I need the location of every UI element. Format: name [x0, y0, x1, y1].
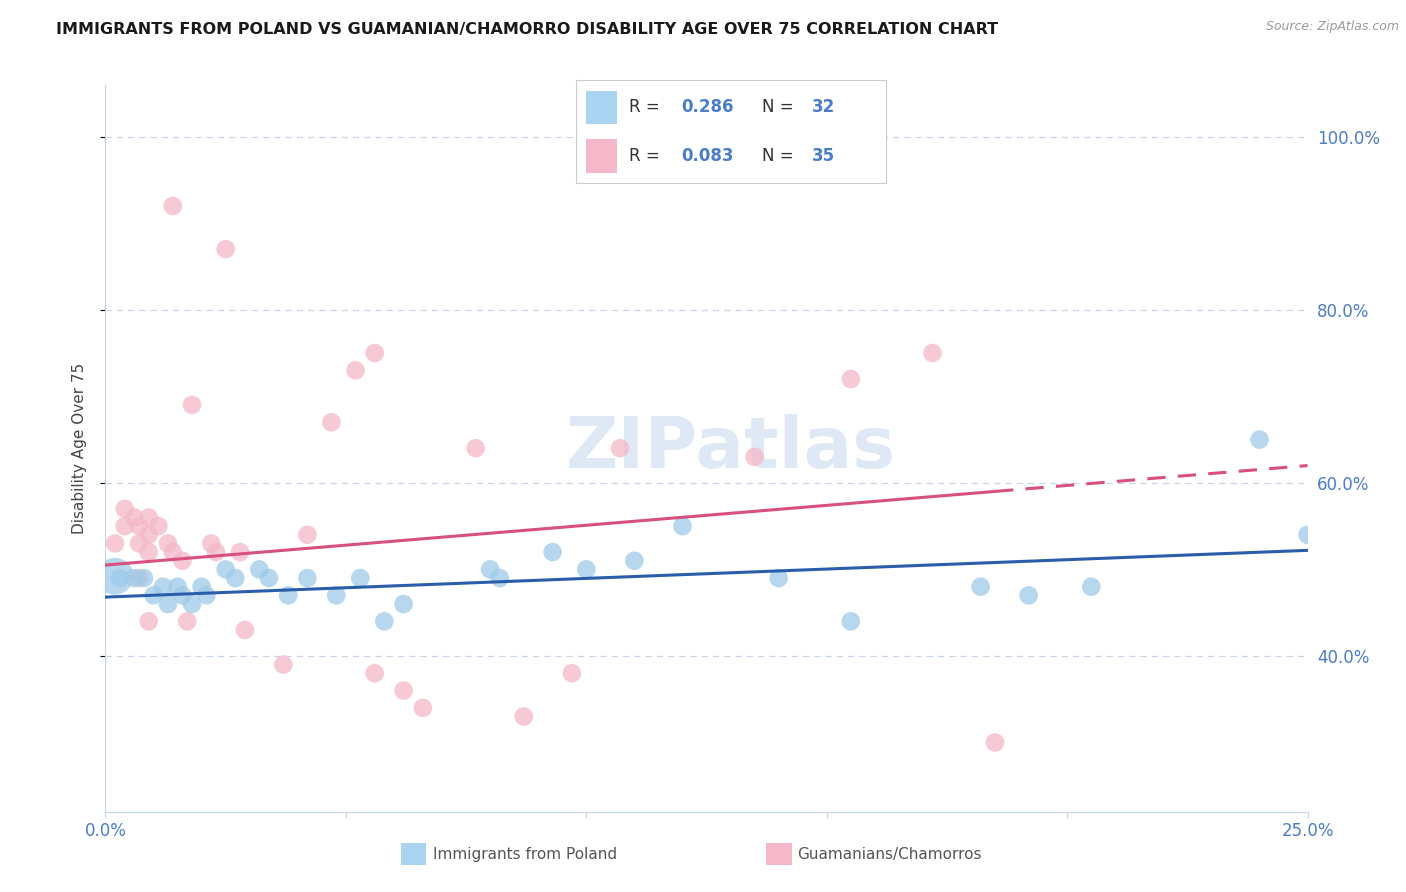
Point: [392, 683, 415, 698]
Text: 0.083: 0.083: [682, 146, 734, 165]
Point: [124, 510, 146, 524]
Point: [541, 545, 564, 559]
Point: [364, 346, 387, 360]
Point: [839, 615, 862, 629]
Point: [1296, 528, 1319, 542]
FancyBboxPatch shape: [586, 91, 617, 124]
Text: N =: N =: [762, 146, 799, 165]
Text: R =: R =: [628, 146, 665, 165]
Point: [176, 615, 198, 629]
Point: [224, 571, 246, 585]
Point: [205, 545, 228, 559]
Point: [561, 666, 583, 681]
Point: [138, 510, 160, 524]
Point: [114, 519, 136, 533]
Point: [233, 623, 256, 637]
Point: [1018, 588, 1040, 602]
Point: [349, 571, 371, 585]
Text: Guamanians/Chamorros: Guamanians/Chamorros: [797, 847, 981, 862]
Text: IMMIGRANTS FROM POLAND VS GUAMANIAN/CHAMORRO DISABILITY AGE OVER 75 CORRELATION : IMMIGRANTS FROM POLAND VS GUAMANIAN/CHAM…: [56, 22, 998, 37]
Point: [321, 415, 343, 429]
Point: [488, 571, 510, 585]
Text: N =: N =: [762, 98, 799, 117]
Point: [138, 615, 160, 629]
Point: [257, 571, 280, 585]
Point: [921, 346, 943, 360]
Text: R =: R =: [628, 98, 665, 117]
Point: [128, 571, 150, 585]
Point: [744, 450, 766, 464]
Point: [128, 519, 150, 533]
Point: [104, 569, 127, 583]
Point: [152, 580, 174, 594]
Point: [142, 588, 165, 602]
Text: 32: 32: [811, 98, 835, 117]
Point: [364, 666, 387, 681]
Point: [128, 536, 150, 550]
Point: [609, 442, 631, 455]
Point: [229, 545, 252, 559]
Point: [166, 580, 188, 594]
Point: [513, 709, 536, 723]
Point: [373, 615, 395, 629]
Point: [104, 536, 127, 550]
Point: [839, 372, 862, 386]
Point: [200, 536, 222, 550]
Point: [148, 519, 170, 533]
Point: [181, 597, 204, 611]
Point: [671, 519, 693, 533]
Point: [479, 562, 502, 576]
Point: [575, 562, 598, 576]
Point: [156, 536, 179, 550]
Point: [214, 242, 236, 256]
Point: [277, 588, 299, 602]
Text: ZIPatlas: ZIPatlas: [565, 414, 896, 483]
Text: Immigrants from Poland: Immigrants from Poland: [433, 847, 617, 862]
Point: [162, 545, 184, 559]
Point: [325, 588, 347, 602]
Point: [344, 363, 367, 377]
Point: [114, 501, 136, 516]
Point: [392, 597, 415, 611]
Point: [1249, 433, 1271, 447]
FancyBboxPatch shape: [586, 139, 617, 173]
Point: [297, 571, 319, 585]
Point: [768, 571, 790, 585]
Point: [297, 528, 319, 542]
Point: [969, 580, 991, 594]
Point: [108, 571, 131, 585]
Point: [247, 562, 270, 576]
Point: [412, 701, 434, 715]
Point: [181, 398, 204, 412]
Point: [172, 554, 194, 568]
Point: [138, 545, 160, 559]
Point: [138, 528, 160, 542]
Point: [464, 442, 486, 455]
Point: [623, 554, 645, 568]
Text: Source: ZipAtlas.com: Source: ZipAtlas.com: [1265, 20, 1399, 33]
Text: 35: 35: [811, 146, 835, 165]
Point: [156, 597, 179, 611]
Point: [1080, 580, 1102, 594]
Point: [132, 571, 155, 585]
Point: [195, 588, 218, 602]
Point: [190, 580, 212, 594]
Point: [162, 199, 184, 213]
Point: [984, 735, 1007, 749]
Text: 0.286: 0.286: [682, 98, 734, 117]
Point: [172, 588, 194, 602]
Point: [124, 571, 146, 585]
Point: [273, 657, 295, 672]
Point: [214, 562, 236, 576]
Y-axis label: Disability Age Over 75: Disability Age Over 75: [72, 363, 87, 533]
